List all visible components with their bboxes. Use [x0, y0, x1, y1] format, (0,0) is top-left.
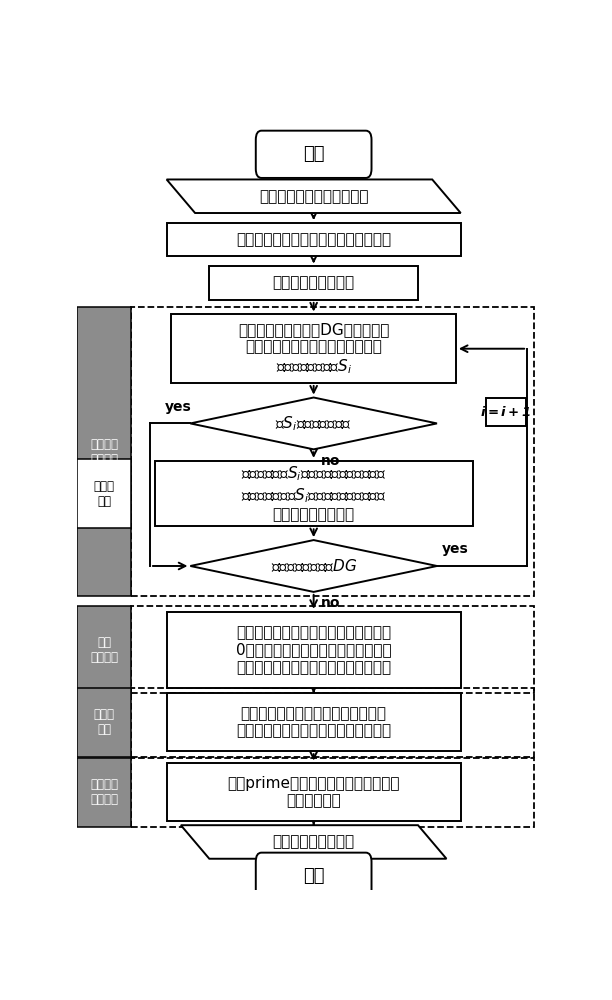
- Text: 根据系统中耦合元件类型确定控制策略: 根据系统中耦合元件类型确定控制策略: [236, 232, 391, 247]
- Bar: [78, 459, 131, 528]
- Text: no: no: [321, 454, 340, 468]
- Text: 形成最终
孤岛方案: 形成最终 孤岛方案: [90, 778, 118, 806]
- Bar: [131, 307, 534, 596]
- Bar: [166, 763, 461, 821]
- Bar: [155, 461, 472, 526]
- Text: 找到输出功率最大的DG所在节点作
为初始节点，利用贪心算法进行计
算，求解孤岛记为$S_i$: 找到输出功率最大的DG所在节点作 为初始节点，利用贪心算法进行计 算，求解孤岛记…: [238, 322, 389, 376]
- Polygon shape: [190, 398, 437, 449]
- Text: 初始孤岛
划分方案: 初始孤岛 划分方案: [90, 438, 118, 466]
- Text: 是否有未被标记的$DG$: 是否有未被标记的$DG$: [271, 558, 357, 574]
- Text: $\bfit{i=i+1}$: $\bfit{i=i+1}$: [480, 405, 531, 419]
- Bar: [78, 307, 131, 596]
- Bar: [78, 606, 131, 693]
- Text: yes: yes: [165, 400, 192, 414]
- FancyBboxPatch shape: [256, 853, 371, 900]
- Bar: [131, 606, 534, 693]
- Bar: [209, 266, 418, 300]
- Bar: [131, 758, 534, 827]
- Bar: [78, 688, 131, 757]
- Polygon shape: [181, 825, 447, 859]
- Bar: [171, 314, 456, 383]
- Text: 输入系统结构、负荷等参数: 输入系统结构、负荷等参数: [259, 189, 368, 204]
- Text: 结束: 结束: [303, 867, 324, 885]
- Text: 若$S_i$中只有一个节点: 若$S_i$中只有一个节点: [275, 414, 352, 433]
- Polygon shape: [190, 540, 437, 592]
- Bar: [166, 612, 461, 688]
- Text: 开始: 开始: [303, 145, 324, 163]
- Text: 生成最终的解列方案: 生成最终的解列方案: [272, 834, 355, 849]
- Bar: [166, 223, 461, 256]
- Text: 若初始孤岛方案某些孤岛剩余功率不为
0，将其周围具有最高优先级的可控负
荷点的部分负荷添加到初始孤岛方案中: 若初始孤岛方案某些孤岛剩余功率不为 0，将其周围具有最高优先级的可控负 荷点的部…: [236, 625, 392, 675]
- Text: 重构图形，将$S_i$中的所有节点压缩成一个
新的节点，记为$S_i$，并记录别表示该节点
的功率、权值及权重: 重构图形，将$S_i$中的所有节点压缩成一个 新的节点，记为$S_i$，并记录别…: [241, 465, 386, 522]
- Text: 安全性
校验: 安全性 校验: [94, 708, 114, 736]
- Text: 利用prime算法对图进行重构，确定开
关的动作状态: 利用prime算法对图进行重构，确定开 关的动作状态: [228, 776, 400, 809]
- Text: 标记该
节点: 标记该 节点: [94, 480, 114, 508]
- Bar: [131, 688, 534, 757]
- Text: yes: yes: [442, 542, 468, 556]
- Bar: [485, 398, 526, 426]
- Text: 判断形成的孤岛方案是否满足安全约
束，不满足则切除优先级较低可控负荷: 判断形成的孤岛方案是否满足安全约 束，不满足则切除优先级较低可控负荷: [236, 706, 391, 738]
- Text: 调整
可控负荷: 调整 可控负荷: [90, 636, 118, 664]
- Polygon shape: [166, 179, 461, 213]
- Text: no: no: [321, 596, 340, 610]
- Text: 求解系统初始多能流: 求解系统初始多能流: [272, 276, 355, 291]
- FancyBboxPatch shape: [256, 131, 371, 178]
- Bar: [78, 758, 131, 827]
- Bar: [166, 693, 461, 751]
